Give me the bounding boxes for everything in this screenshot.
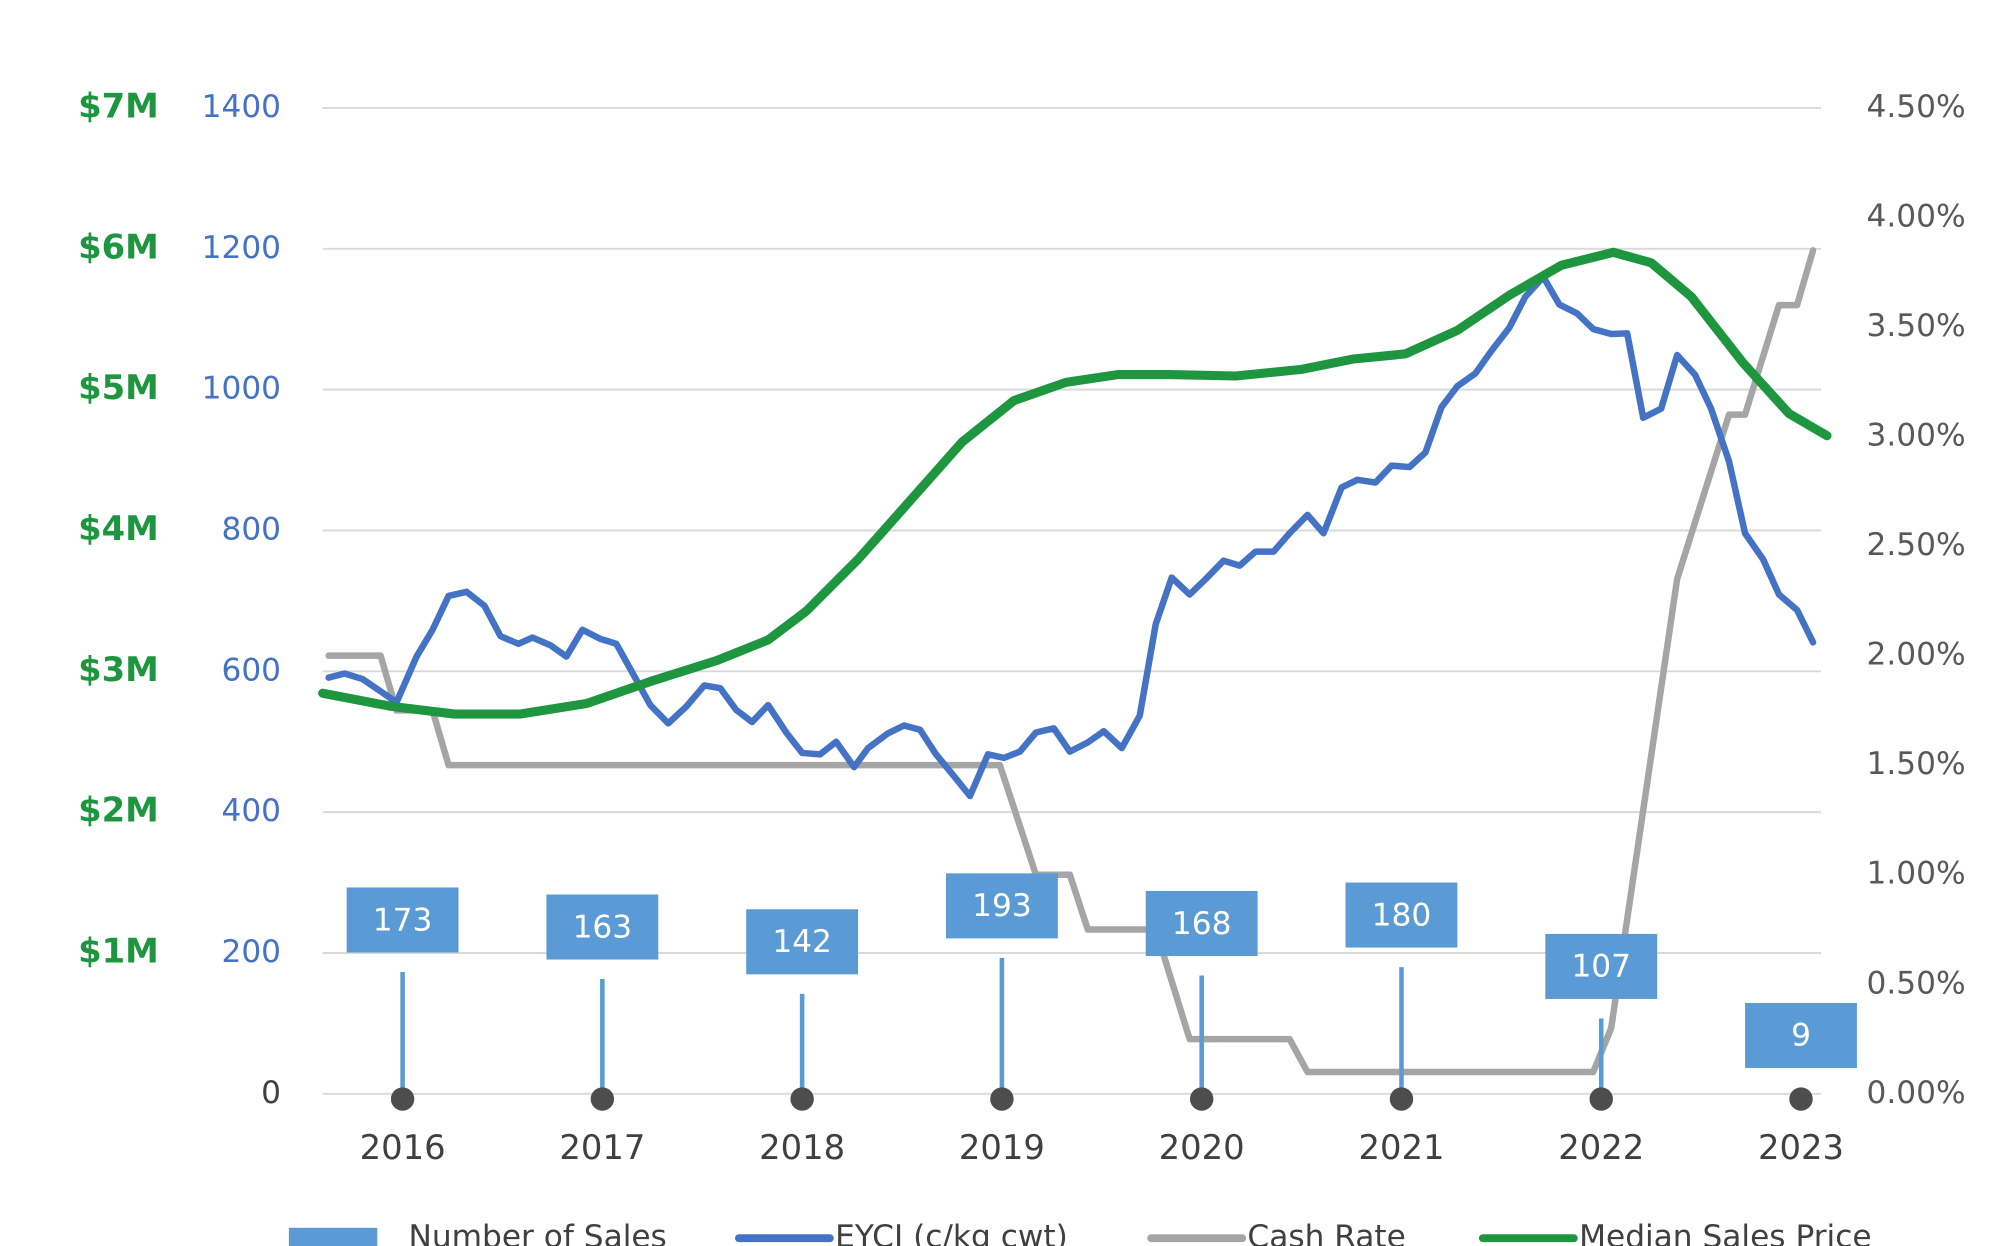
value-label: 168: [1172, 906, 1232, 942]
y-tick-label: 400: [221, 793, 281, 829]
legend-label: Cash Rate: [1247, 1219, 1405, 1246]
value-label-box: [346, 887, 459, 953]
y3-tick-label: $6M: [78, 227, 159, 266]
value-label: 193: [972, 888, 1032, 924]
y2-tick-label: 2.00%: [1867, 637, 1966, 673]
value-label-box: [546, 894, 659, 960]
value-label-box: [1345, 882, 1458, 948]
lollipop-dot: [1789, 1087, 1813, 1111]
value-label-box: [1745, 1002, 1857, 1068]
y2-tick-label: 4.50%: [1867, 89, 1966, 125]
y-tick-label: 800: [221, 511, 281, 547]
y-tick-label: 1000: [202, 371, 281, 407]
value-label-box: [945, 873, 1058, 939]
y-tick-label: 200: [221, 934, 281, 970]
y3-tick-label: $5M: [78, 368, 159, 407]
y2-tick-label: 1.00%: [1867, 856, 1966, 892]
y3-tick-label: $2M: [78, 791, 159, 830]
x-tick-label: 2018: [759, 1128, 845, 1167]
value-label: 173: [373, 902, 433, 938]
lollipop-dot: [390, 1087, 415, 1111]
lollipop-dot: [790, 1087, 814, 1111]
legend-label: Number of Sales: [409, 1219, 667, 1246]
y2-tick-label: 2.50%: [1867, 527, 1966, 563]
value-label: 107: [1571, 949, 1631, 985]
series-line: [318, 247, 1832, 719]
x-tick-label: 2021: [1358, 1128, 1444, 1167]
y-tick-label: 600: [221, 652, 281, 688]
legend-swatch: [288, 1227, 378, 1246]
x-tick-label: 2016: [360, 1128, 446, 1167]
lollipop-dot: [1589, 1087, 1613, 1111]
y2-tick-label: 0.00%: [1867, 1075, 1966, 1111]
lollipop-dot: [1389, 1087, 1414, 1111]
value-label: 142: [772, 924, 832, 960]
x-tick-label: 2019: [959, 1128, 1045, 1167]
x-tick-label: 2023: [1758, 1128, 1844, 1167]
x-tick-label: 2017: [559, 1128, 645, 1167]
x-tick-label: 2020: [1159, 1128, 1245, 1167]
legend-label: Median Sales Price: [1579, 1219, 1872, 1246]
series-line: [325, 273, 1817, 800]
y3-tick-label: $1M: [78, 931, 159, 970]
y3-tick-label: $3M: [78, 650, 159, 689]
lollipop-dot: [990, 1087, 1014, 1111]
value-label: 9: [1791, 1018, 1811, 1054]
legend-label: EYCI (c/kg cwt): [835, 1219, 1068, 1246]
y3-tick-label: $4M: [78, 509, 159, 548]
value-label-box: [1145, 890, 1258, 957]
lollipop-dot: [590, 1087, 615, 1111]
value-label-box: [746, 909, 859, 975]
value-label-box: [1545, 933, 1658, 999]
y2-tick-label: 0.50%: [1867, 965, 1966, 1001]
y2-tick-label: 3.50%: [1867, 308, 1966, 344]
y-tick-label: 0: [261, 1075, 281, 1111]
y3-tick-label: $7M: [78, 86, 159, 125]
x-tick-label: 2022: [1558, 1128, 1644, 1167]
lollipop-dot: [1189, 1087, 1214, 1111]
series-line: [325, 247, 1817, 1076]
y-tick-label: 1200: [202, 230, 281, 266]
y2-tick-label: 1.50%: [1867, 746, 1966, 782]
y2-tick-label: 3.00%: [1867, 418, 1966, 454]
value-label: 163: [573, 909, 633, 945]
value-label: 180: [1372, 897, 1432, 933]
y-tick-label: 1400: [202, 89, 281, 125]
y2-tick-label: 4.00%: [1867, 198, 1966, 234]
